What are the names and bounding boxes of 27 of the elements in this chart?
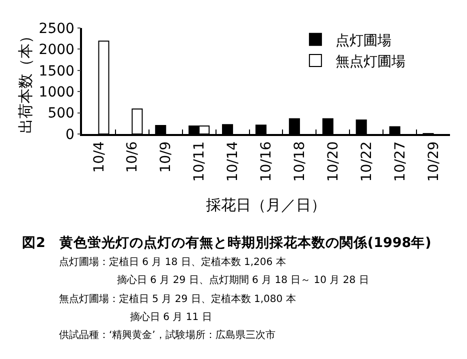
- text: 図2 黄色蛍光灯の点灯の有無と時期別採花本数の関係(1998年): [22, 235, 432, 251]
- x-tick-label: 10/9: [158, 141, 174, 173]
- y-tick-label: 2500: [38, 20, 74, 37]
- y-tick-label: 2000: [38, 42, 74, 58]
- x-tick-label: 10/27: [392, 141, 408, 182]
- x-tick-label: 10/22: [358, 141, 375, 182]
- y-tick-label: 1000: [38, 84, 74, 100]
- text: 無点灯圃場：定植日 5 月 29 日、定植本数 1,080 本: [59, 293, 296, 305]
- x-tick-label: 10/4: [91, 141, 108, 173]
- legend-label: 点灯圃場: [335, 32, 392, 49]
- x-tick-label: 10/11: [192, 141, 208, 182]
- x-tick-label: 10/16: [258, 141, 275, 182]
- y-axis-title: 出荷本数（本）: [16, 28, 35, 134]
- text: 点灯圃場：定植日 6 月 18 日、定植本数 1,206 本: [59, 256, 286, 268]
- text: 供試品種：‘精興黄金’，試験場所：広島県三次市: [59, 329, 276, 341]
- text: 摘心日 6 月 29 日、点灯期間 6 月 18 日～ 10 月 28 日: [117, 274, 369, 286]
- legend-label: 無点灯圃場: [335, 54, 406, 70]
- y-tick-label: 1500: [38, 63, 74, 80]
- x-axis-title: 採花日（月／日）: [206, 196, 326, 214]
- y-tick-label: 500: [48, 106, 74, 122]
- x-tick-label: 10/20: [325, 141, 342, 182]
- text: 摘心日 6 月 11 日: [130, 311, 212, 323]
- x-tick-label: 10/29: [426, 141, 442, 182]
- x-tick-label: 10/18: [292, 141, 308, 182]
- y-tick-label: 0: [66, 126, 74, 143]
- x-tick-label: 10/14: [225, 141, 242, 182]
- x-tick-label: 10/6: [124, 141, 141, 173]
